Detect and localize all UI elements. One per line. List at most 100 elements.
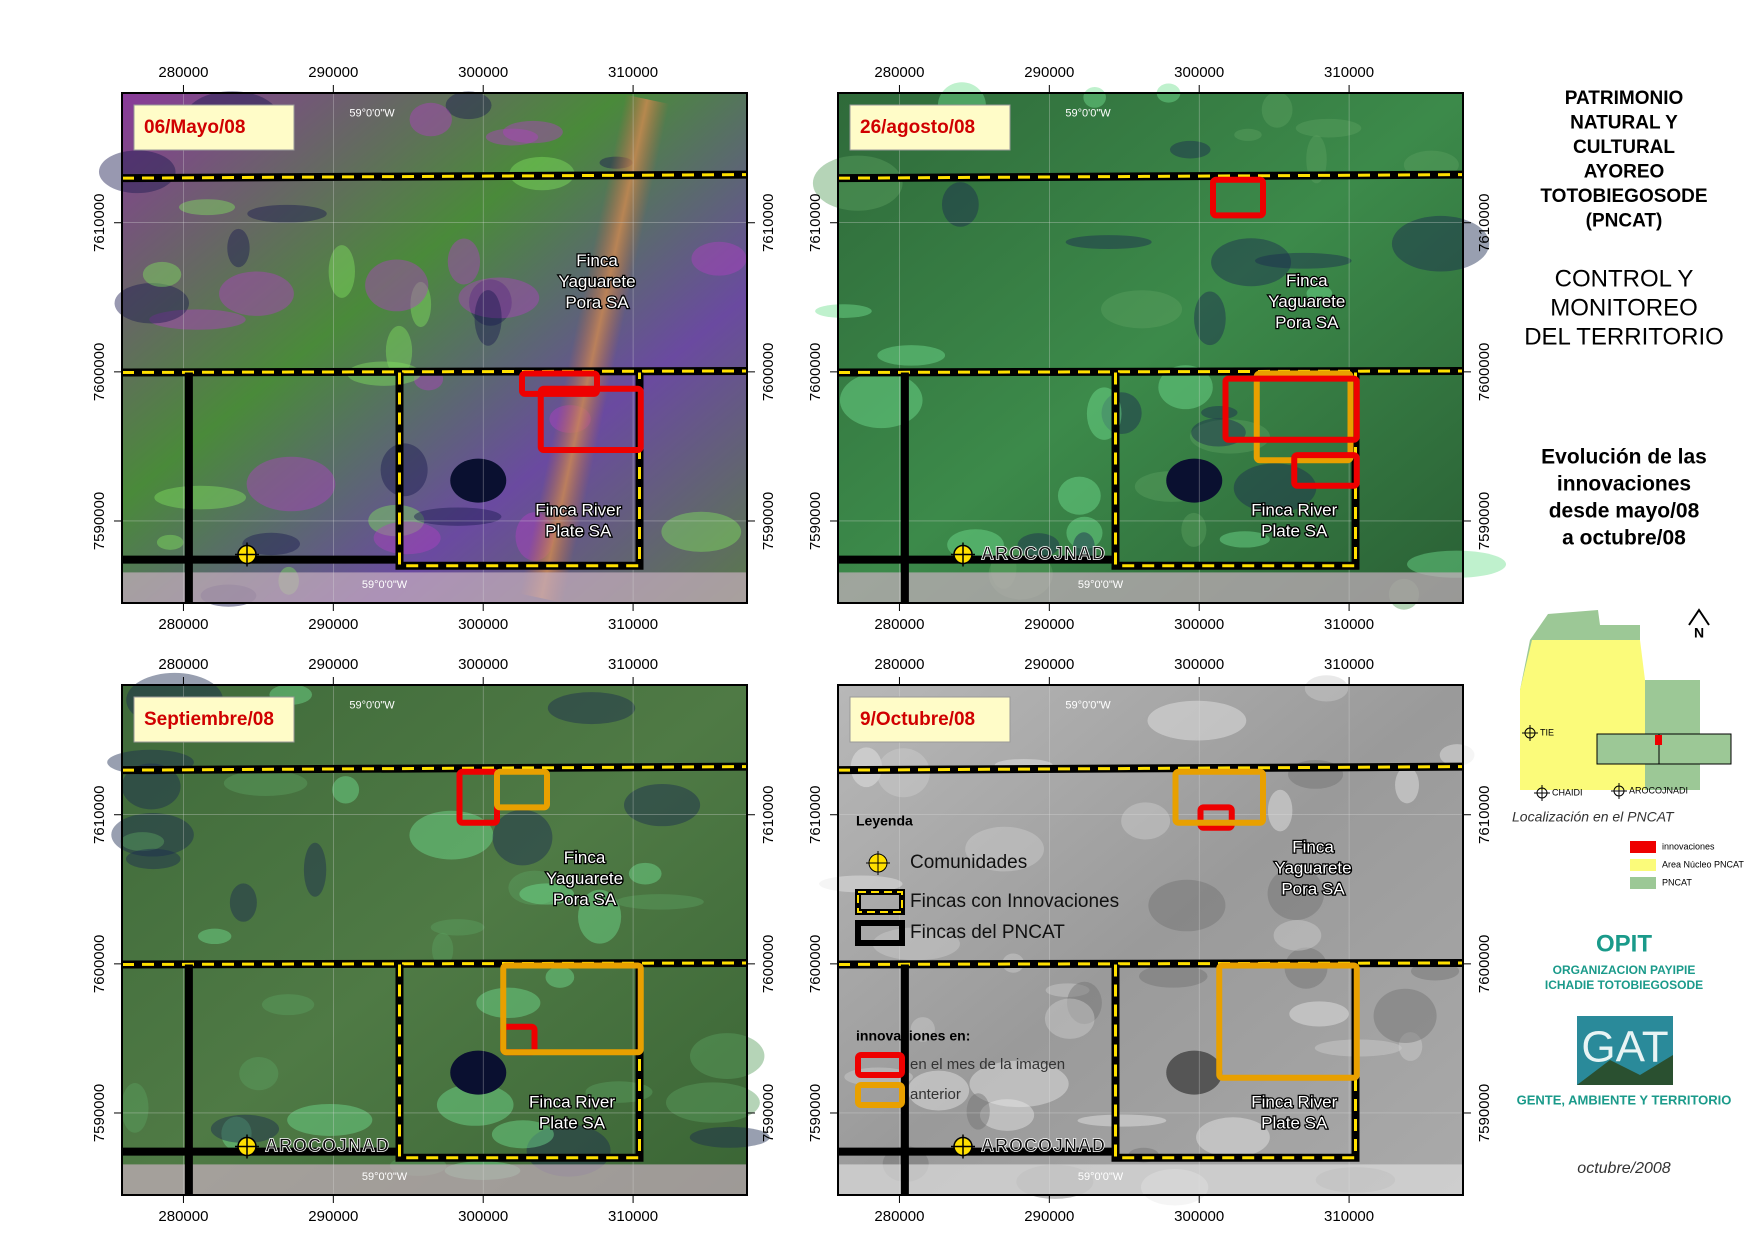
terrain-patch (261, 994, 315, 1016)
inset-caption: Localización en el PNCAT (1512, 809, 1675, 825)
terrain-patch (410, 281, 432, 328)
y-tick-label: 7600000 (91, 935, 108, 993)
x-tick-label: 300000 (458, 64, 508, 81)
sidebar-title: TOTOBIEGOSODE (1540, 186, 1707, 207)
community-label: AROCOJNAD (265, 1135, 390, 1155)
terrain-patch (197, 928, 232, 945)
sheet-date: octubre/2008 (1577, 1160, 1671, 1177)
sidebar-subtitle: CONTROL Y (1555, 265, 1694, 292)
panel-date: 9/Octubre/08 (860, 709, 975, 730)
finca-innovation-dash (121, 369, 748, 374)
terrain-patch (812, 155, 903, 211)
y-tick-label: 7600000 (1476, 935, 1493, 993)
terrain-patch (502, 120, 563, 144)
terrain-patch (1196, 1117, 1270, 1158)
meridian-label: 59°0'0"W (362, 579, 408, 591)
org-full-name: ORGANIZACION PAYIPIE (1553, 963, 1696, 977)
finca-innovation-dash (398, 372, 641, 568)
inset-place: CHAIDI (1552, 787, 1583, 797)
terrain-patch (1189, 419, 1270, 454)
inset-legend-swatch (1630, 841, 1656, 853)
gat-logo-mountain (1577, 1055, 1673, 1085)
farmland (838, 1164, 1463, 1195)
x-tick-label: 280000 (158, 656, 208, 673)
x-tick-label: 310000 (608, 1208, 658, 1225)
finca-label: Pora SA (553, 890, 617, 909)
meridian-label: 59°0'0"W (1065, 699, 1111, 711)
terrain-patch (154, 485, 247, 510)
meridian-label: 59°0'0"W (362, 1171, 408, 1183)
x-tick-label: 310000 (608, 656, 658, 673)
terrain-patch (431, 932, 454, 967)
legend-finca-dash (857, 891, 903, 913)
x-tick-label: 290000 (1024, 1208, 1074, 1225)
north-arrow: N (1694, 625, 1704, 641)
terrain-patch (1219, 531, 1270, 548)
terrain-patch (1057, 476, 1101, 515)
terrain-patch (142, 261, 182, 287)
community-cross (235, 542, 259, 567)
terrain-patch (907, 1070, 970, 1111)
terrain-patch (1139, 964, 1208, 988)
terrain-patch (373, 521, 441, 555)
terrain-patch (1045, 983, 1090, 998)
x-tick-label: 300000 (1174, 656, 1224, 673)
terrain-patch (665, 1082, 760, 1123)
terrain-patch (247, 204, 327, 223)
finca-label: Pora SA (1275, 313, 1339, 332)
date-box (133, 104, 295, 151)
legend-item: Comunidades (910, 852, 1027, 873)
x-tick-label: 310000 (1324, 656, 1374, 673)
panel-date: 06/Mayo/08 (144, 117, 245, 138)
x-tick-label: 300000 (458, 616, 508, 633)
sidebar-description: desde mayo/08 (1549, 500, 1700, 523)
org-full-name: ICHADIE TOTOBIEGOSODE (1545, 978, 1703, 992)
finca-label: Finca River (1251, 1093, 1337, 1112)
legend-item: en el mes de la imagen (910, 1056, 1065, 1073)
terrain-patch (98, 150, 176, 194)
sidebar-subtitle: DEL TERRITORIO (1524, 323, 1724, 350)
lagoon (450, 1050, 507, 1095)
map-frame (837, 684, 1464, 1196)
x-tick-label: 280000 (874, 1208, 924, 1225)
terrain-patch (1065, 235, 1152, 250)
inset-place: AROCOJNADI (1629, 785, 1688, 795)
x-tick-label: 290000 (1024, 616, 1074, 633)
sidebar-title: (PNCAT) (1586, 211, 1663, 232)
terrain-patch (979, 1099, 1035, 1131)
finca-label: Finca River (529, 1093, 615, 1112)
x-tick-label: 280000 (874, 616, 924, 633)
finca-label: Yaguarete (546, 869, 623, 888)
finca-innovation-dash (837, 765, 1464, 772)
community-cross (235, 1134, 259, 1159)
terrain-patch (219, 271, 294, 316)
terrain-patch (1017, 533, 1060, 558)
north-arrow-shape (1688, 608, 1710, 626)
terrain-patch (1121, 802, 1171, 840)
finca-label: Yaguarete (1268, 292, 1345, 311)
map-frame (121, 684, 748, 1196)
terrain-patch (1044, 998, 1095, 1039)
x-tick-label: 310000 (1324, 616, 1374, 633)
y-tick-label: 7610000 (760, 194, 777, 252)
terrain-patch (689, 1033, 765, 1079)
inset-cross (1522, 725, 1538, 741)
x-tick-label: 290000 (1024, 656, 1074, 673)
y-tick-label: 7590000 (91, 492, 108, 550)
y-tick-label: 7590000 (1476, 492, 1493, 550)
terrain-patch (1148, 879, 1226, 932)
terrain-patch (447, 238, 481, 285)
lagoon (1166, 1050, 1223, 1095)
community-cross (951, 542, 975, 567)
legend-cross (866, 851, 890, 875)
terrain-patch (409, 810, 494, 860)
terrain-patch (815, 304, 872, 318)
meridian-label: 59°0'0"W (349, 699, 395, 711)
terrain-patch (1077, 1114, 1167, 1127)
finca-innovation-dash (837, 961, 1464, 966)
terrain-patch (1101, 290, 1183, 329)
y-tick-label: 7600000 (760, 935, 777, 993)
terrain-patch (1169, 140, 1211, 159)
terrain-patch (1306, 135, 1327, 184)
